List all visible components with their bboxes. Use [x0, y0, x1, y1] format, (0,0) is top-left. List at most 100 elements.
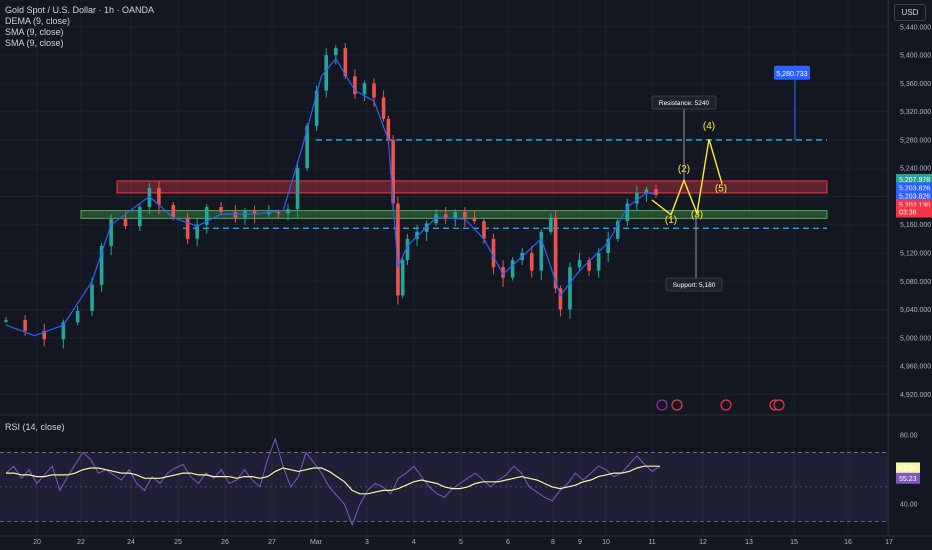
- target-box: [774, 65, 810, 80]
- candle-body: [42, 330, 47, 340]
- wave-label-1: (1): [665, 215, 677, 226]
- candle-body: [381, 97, 386, 119]
- candle-body: [472, 217, 477, 222]
- price-tag-value: 5,203.826: [899, 193, 930, 200]
- candle-body: [4, 320, 8, 322]
- price-tag-bg: [896, 190, 932, 202]
- event-flag-icon: [720, 399, 732, 411]
- resistance-zone: [116, 180, 828, 194]
- candle-body: [324, 55, 329, 91]
- rsi-series-line: [6, 465, 660, 495]
- wave-label-4: (4): [703, 121, 715, 132]
- candle-body: [400, 260, 405, 296]
- price-axis-label: 4,960.000: [900, 364, 931, 371]
- price-axis-label: 5,160.000: [900, 222, 931, 229]
- time-axis-label: 8: [551, 539, 555, 546]
- candle-body: [343, 48, 348, 77]
- rsi-axis-label: 80.00: [900, 433, 918, 440]
- candle-body: [405, 238, 410, 261]
- time-axis-label: 26: [221, 539, 229, 546]
- support-callout-text: Support: 5,180: [673, 282, 716, 289]
- candle-body: [314, 90, 319, 126]
- candle-body: [109, 219, 113, 246]
- price-tag-bg: [896, 173, 932, 185]
- candle-body: [219, 207, 223, 213]
- candle-body: [195, 224, 199, 239]
- indicator-sma-2[interactable]: SMA (9, close): [5, 38, 64, 48]
- price-axis-label: 5,440.000: [900, 24, 931, 31]
- candle-body: [529, 252, 534, 271]
- time-axis-label: 12: [699, 539, 707, 546]
- candle-body: [75, 310, 80, 323]
- wave-label-5: (5): [715, 184, 727, 195]
- rsi-tag-bg: [896, 462, 920, 474]
- price-tag-bg: [896, 206, 932, 218]
- symbol-title[interactable]: Gold Spot / U.S. Dollar · 1h · OANDA: [5, 5, 155, 15]
- event-flag-icon: [773, 399, 785, 411]
- price-axis-label: 5,400.000: [900, 53, 931, 60]
- price-axis-label: 4,920.000: [900, 392, 931, 399]
- target-label: 5,280.733: [776, 71, 807, 78]
- time-axis-label: 17: [885, 539, 893, 546]
- price-tag-value: 5,207.978: [899, 177, 930, 184]
- time-axis-label: 16: [844, 539, 852, 546]
- candle-body: [362, 83, 367, 94]
- price-tag-bg: [896, 199, 932, 211]
- currency-button[interactable]: USD: [894, 4, 926, 21]
- candle-body: [615, 221, 620, 239]
- candle-body: [491, 238, 496, 268]
- candle-body: [61, 322, 66, 340]
- time-axis-label: 22: [77, 539, 85, 546]
- time-axis-label: 9: [578, 539, 582, 546]
- candle-body: [482, 221, 486, 239]
- candle-body: [157, 187, 161, 205]
- price-axis-label: 5,000.000: [900, 335, 931, 342]
- indicator-sma-1[interactable]: SMA (9, close): [5, 27, 64, 37]
- time-axis-label: 11: [648, 539, 655, 546]
- time-axis-label: 13: [745, 539, 753, 546]
- candle-body: [434, 214, 438, 224]
- time-axis-label: 25: [174, 539, 182, 546]
- candle-body: [138, 207, 142, 227]
- candle-body: [372, 83, 376, 98]
- candle-body: [23, 320, 27, 331]
- support-callout-box: [665, 277, 723, 292]
- price-axis-label: 5,040.000: [900, 307, 931, 314]
- rsi-tag-value: 61.09: [899, 465, 917, 472]
- price-axis-label: 5,320.000: [900, 109, 931, 116]
- candle-body: [415, 231, 419, 239]
- candle-body: [539, 231, 544, 271]
- time-axis-label: 24: [127, 539, 135, 546]
- candle-body: [391, 139, 395, 204]
- rsi-tag-bg: [896, 472, 920, 484]
- wave-label-3: (3): [691, 209, 703, 220]
- time-axis-label: 4: [412, 539, 416, 546]
- dema-line: [5, 57, 657, 337]
- indicator-dema[interactable]: DEMA (9, close): [5, 16, 71, 26]
- candle-body: [233, 212, 238, 218]
- rsi-legend[interactable]: RSI (14, close): [5, 422, 65, 432]
- price-tag-value: 03:36: [899, 210, 917, 217]
- candle-body: [171, 204, 176, 218]
- price-axis-label: 5,120.000: [900, 250, 931, 257]
- price-tag-bg: [896, 182, 932, 194]
- candle-body: [443, 214, 448, 220]
- candle-body: [606, 238, 611, 253]
- time-axis-label: 27: [268, 539, 276, 546]
- candle-body: [568, 267, 572, 310]
- price-axis-label: 5,280.000: [900, 137, 931, 144]
- rsi-tag-value: 55.23: [899, 476, 917, 483]
- candle-body: [147, 187, 152, 208]
- candle-body: [549, 217, 553, 232]
- candle-body: [501, 267, 505, 278]
- event-flag-icon: [671, 399, 683, 411]
- candle-body: [90, 284, 94, 311]
- candle-body: [396, 203, 400, 296]
- candle-body: [353, 76, 357, 94]
- resistance-callout-text: Resistance: 5240: [659, 100, 710, 107]
- candle-body: [577, 260, 582, 268]
- candle-body: [99, 245, 104, 285]
- candle-body: [295, 168, 300, 210]
- elliott-wave-path: [651, 139, 723, 217]
